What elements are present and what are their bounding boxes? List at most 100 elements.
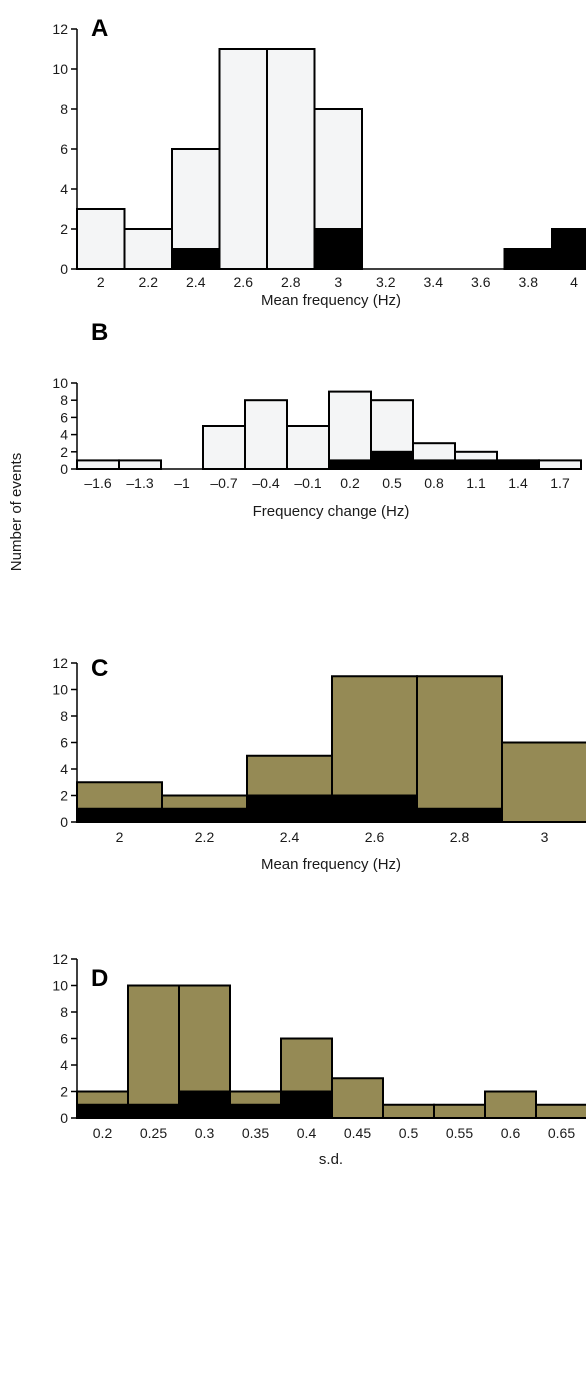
bar-black-b-7	[370, 450, 414, 470]
x-tick-label-a-2: 2.4	[186, 274, 206, 290]
bar-b-11	[538, 459, 582, 470]
x-tick-label-b-11: 1.7	[550, 475, 570, 491]
bar-black-a-5	[313, 228, 363, 270]
x-tick-label-b-0: –1.6	[84, 475, 111, 491]
bar-black-c-2	[246, 794, 333, 823]
x-tick-label-a-10: 4	[570, 274, 578, 290]
x-tick-label-b-2: –1	[174, 475, 190, 491]
bar-d-9	[535, 1103, 586, 1119]
y-tick-label-a-0: 0	[60, 261, 68, 277]
bar-black-c-1	[161, 807, 248, 823]
bar-b-5	[286, 425, 330, 470]
x-tick-label-d-4: 0.4	[297, 1125, 317, 1141]
bar-b-1	[118, 459, 162, 470]
y-tick-label-a-2: 2	[60, 221, 68, 237]
bar-a-4	[266, 48, 316, 270]
bar-black-d-4	[280, 1090, 333, 1119]
x-axis-title-d: s.d.	[319, 1151, 343, 1168]
y-tick-label-b-2: 2	[60, 444, 68, 460]
bar-black-b-8	[412, 459, 456, 470]
y-tick-label-d-6: 6	[60, 1031, 68, 1047]
bar-b-6	[328, 390, 372, 471]
x-tick-label-a-8: 3.6	[471, 274, 491, 290]
y-tick-label-a-6: 6	[60, 141, 68, 157]
y-tick-label-d-8: 8	[60, 1004, 68, 1020]
y-tick-label-d-12: 12	[52, 951, 68, 967]
bar-d-1	[127, 984, 180, 1119]
x-tick-label-c-2: 2.4	[280, 829, 300, 845]
panel-letter-d: D	[91, 965, 108, 992]
bar-c-4	[416, 675, 503, 823]
bar-b-4	[244, 399, 288, 471]
x-tick-label-d-2: 0.3	[195, 1125, 215, 1141]
y-tick-label-b-0: 0	[60, 461, 68, 477]
x-tick-label-c-3: 2.6	[365, 829, 385, 845]
panel-a: 0 2 4 6 8 10 12 2 2.2 2.4 2.6 2.8 3 3.2 3.4 3.6 3.8 4 Mean…	[52, 15, 586, 309]
bar-black-a-10	[551, 228, 586, 270]
x-tick-label-d-3: 0.35	[242, 1125, 269, 1141]
y-tick-label-c-6: 6	[60, 735, 68, 751]
y-tick-label-b-6: 6	[60, 409, 68, 425]
bar-a-1	[123, 228, 173, 270]
y-tick-label-b-10: 10	[52, 375, 68, 391]
y-tick-label-d-10: 10	[52, 978, 68, 994]
x-axis-title-c: Mean frequency (Hz)	[261, 856, 401, 873]
bar-d-7	[433, 1103, 486, 1119]
x-tick-label-d-5: 0.45	[344, 1125, 371, 1141]
bar-black-b-9	[454, 459, 498, 470]
x-tick-label-d-7: 0.55	[446, 1125, 473, 1141]
y-tick-label-b-8: 8	[60, 392, 68, 408]
x-tick-label-a-3: 2.6	[234, 274, 254, 290]
bar-b-3	[202, 425, 246, 470]
bar-black-d-0	[76, 1103, 129, 1119]
x-tick-label-d-6: 0.5	[399, 1125, 419, 1141]
x-tick-label-b-9: 1.1	[466, 475, 486, 491]
y-tick-label-a-8: 8	[60, 101, 68, 117]
panel-letter-c: C	[91, 655, 108, 682]
x-tick-label-b-8: 0.8	[424, 475, 444, 491]
x-tick-label-c-1: 2.2	[195, 829, 215, 845]
y-tick-label-a-12: 12	[52, 21, 68, 37]
x-axis-title-a: Mean frequency (Hz)	[261, 292, 401, 309]
panel-c: 0 2 4 6 8 10 12 2 2.2 2.4 2.6 2.8 3 Mean frequency (H…	[52, 655, 586, 873]
bar-b-0	[76, 459, 120, 470]
bar-a-3	[218, 48, 268, 270]
bar-d-5	[331, 1077, 384, 1119]
bar-d-8	[484, 1090, 537, 1119]
y-tick-label-c-8: 8	[60, 708, 68, 724]
x-tick-label-b-7: 0.5	[382, 475, 402, 491]
y-axis-title: Number of events	[8, 453, 25, 571]
panel-letter-a: A	[91, 15, 108, 42]
bar-black-d-1	[127, 1103, 180, 1119]
panel-letter-b: B	[91, 319, 108, 346]
x-tick-label-a-0: 2	[97, 274, 105, 290]
y-tick-label-d-4: 4	[60, 1057, 68, 1073]
bar-black-c-0	[76, 807, 163, 823]
bar-a-0	[76, 208, 126, 270]
bar-black-c-3	[331, 794, 418, 823]
y-tick-label-c-12: 12	[52, 655, 68, 671]
x-tick-label-a-1: 2.2	[139, 274, 159, 290]
x-tick-label-d-0: 0.2	[93, 1125, 113, 1141]
y-tick-label-a-10: 10	[52, 61, 68, 77]
x-tick-label-a-9: 3.8	[519, 274, 539, 290]
y-tick-label-c-10: 10	[52, 682, 68, 698]
x-tick-label-c-0: 2	[116, 829, 124, 845]
x-axis-title-b: Frequency change (Hz)	[253, 503, 410, 520]
bar-black-c-4	[416, 807, 503, 823]
y-tick-label-c-0: 0	[60, 814, 68, 830]
x-tick-label-a-6: 3.2	[376, 274, 396, 290]
x-tick-label-c-4: 2.8	[450, 829, 470, 845]
x-tick-label-b-1: –1.3	[126, 475, 153, 491]
y-tick-label-b-4: 4	[60, 427, 68, 443]
y-tick-label-d-0: 0	[60, 1110, 68, 1126]
bar-c-5	[501, 741, 586, 823]
x-tick-label-d-8: 0.6	[501, 1125, 521, 1141]
x-tick-label-a-5: 3	[334, 274, 342, 290]
x-tick-label-d-1: 0.25	[140, 1125, 167, 1141]
y-tick-label-c-2: 2	[60, 788, 68, 804]
bar-d-6	[382, 1103, 435, 1119]
bar-black-b-6	[328, 459, 372, 470]
